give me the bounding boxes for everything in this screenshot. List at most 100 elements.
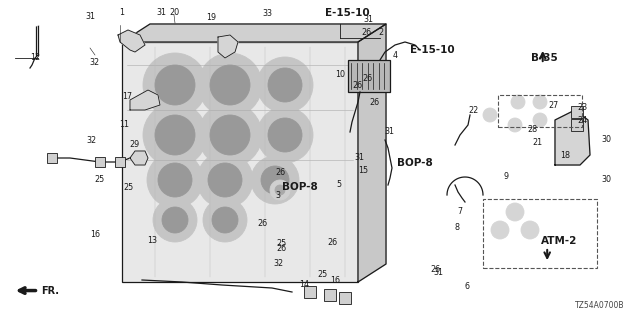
Text: 22: 22 <box>468 106 479 115</box>
Text: 32: 32 <box>273 259 284 268</box>
FancyBboxPatch shape <box>115 157 125 167</box>
Text: 31: 31 <box>433 268 444 277</box>
Circle shape <box>162 207 188 233</box>
Text: 6: 6 <box>465 282 470 291</box>
Text: 26: 26 <box>361 28 371 36</box>
Text: B-35: B-35 <box>531 52 558 63</box>
Circle shape <box>198 53 262 117</box>
Text: 31: 31 <box>384 127 394 136</box>
Circle shape <box>158 163 192 197</box>
Text: 11: 11 <box>119 120 129 129</box>
Circle shape <box>521 221 539 239</box>
Polygon shape <box>130 151 148 165</box>
Text: 31: 31 <box>363 15 373 24</box>
Text: 16: 16 <box>90 230 100 239</box>
Text: 26: 26 <box>369 98 380 107</box>
Circle shape <box>147 152 203 208</box>
Circle shape <box>198 103 262 167</box>
Polygon shape <box>358 24 386 282</box>
Text: 24: 24 <box>577 116 588 124</box>
Text: 26: 26 <box>276 244 287 253</box>
Text: BOP-8: BOP-8 <box>282 182 317 192</box>
Text: 7: 7 <box>457 207 462 216</box>
FancyBboxPatch shape <box>95 157 105 167</box>
Circle shape <box>508 118 522 132</box>
Text: TZ54A0700B: TZ54A0700B <box>575 301 624 310</box>
Circle shape <box>208 163 242 197</box>
Text: 14: 14 <box>300 280 310 289</box>
Text: 32: 32 <box>86 136 97 145</box>
Circle shape <box>210 115 250 155</box>
Circle shape <box>143 103 207 167</box>
Text: 17: 17 <box>122 92 132 101</box>
Text: 1: 1 <box>119 8 124 17</box>
Text: 13: 13 <box>147 236 157 245</box>
Text: 25: 25 <box>123 183 133 192</box>
Circle shape <box>257 107 313 163</box>
Text: 8: 8 <box>454 223 460 232</box>
Text: BOP-8: BOP-8 <box>397 158 433 168</box>
Text: 30: 30 <box>602 135 612 144</box>
FancyBboxPatch shape <box>571 106 583 118</box>
Circle shape <box>491 221 509 239</box>
Circle shape <box>143 53 207 117</box>
Circle shape <box>268 68 302 102</box>
Text: 18: 18 <box>560 151 570 160</box>
FancyBboxPatch shape <box>348 60 390 92</box>
Circle shape <box>203 198 247 242</box>
Circle shape <box>251 156 299 204</box>
Circle shape <box>155 115 195 155</box>
Text: 32: 32 <box>90 58 100 67</box>
Circle shape <box>32 18 40 26</box>
Text: ATM-2: ATM-2 <box>541 236 577 246</box>
Text: 15: 15 <box>358 166 369 175</box>
Circle shape <box>197 152 253 208</box>
Text: 9: 9 <box>503 172 508 181</box>
FancyBboxPatch shape <box>339 292 351 304</box>
Text: FR.: FR. <box>42 285 60 296</box>
Circle shape <box>511 95 525 109</box>
Circle shape <box>261 166 289 194</box>
FancyBboxPatch shape <box>122 42 358 282</box>
Circle shape <box>268 118 302 152</box>
Text: 3: 3 <box>276 191 281 200</box>
Text: 26: 26 <box>328 238 338 247</box>
Text: 27: 27 <box>548 101 559 110</box>
Text: 16: 16 <box>330 276 340 285</box>
Text: 10: 10 <box>335 70 346 79</box>
Text: 2: 2 <box>378 28 383 36</box>
Text: 26: 26 <box>275 168 285 177</box>
Text: 23: 23 <box>577 103 588 112</box>
Text: 25: 25 <box>94 175 104 184</box>
Circle shape <box>275 185 285 195</box>
Polygon shape <box>555 110 590 165</box>
Text: 21: 21 <box>532 138 543 147</box>
FancyBboxPatch shape <box>304 286 316 298</box>
Text: 5: 5 <box>337 180 342 189</box>
Text: 28: 28 <box>527 125 538 134</box>
FancyBboxPatch shape <box>571 119 583 131</box>
Circle shape <box>533 113 547 127</box>
Circle shape <box>153 198 197 242</box>
Text: 29: 29 <box>129 140 140 149</box>
Text: 26: 26 <box>362 74 372 83</box>
Text: 25: 25 <box>317 270 328 279</box>
Polygon shape <box>122 24 386 42</box>
FancyBboxPatch shape <box>324 289 336 301</box>
Polygon shape <box>118 30 145 52</box>
Circle shape <box>210 65 250 105</box>
FancyBboxPatch shape <box>47 153 57 163</box>
Text: 30: 30 <box>602 175 612 184</box>
Text: 19: 19 <box>206 13 216 22</box>
Circle shape <box>506 203 524 221</box>
Text: 26: 26 <box>352 81 362 90</box>
Text: 12: 12 <box>30 53 40 62</box>
Text: 31: 31 <box>355 153 365 162</box>
Text: E-15-10: E-15-10 <box>410 44 454 55</box>
Circle shape <box>270 180 290 200</box>
Text: 4: 4 <box>393 51 398 60</box>
Circle shape <box>155 65 195 105</box>
Text: E-15-10: E-15-10 <box>325 8 370 19</box>
Circle shape <box>533 95 547 109</box>
Circle shape <box>212 207 238 233</box>
